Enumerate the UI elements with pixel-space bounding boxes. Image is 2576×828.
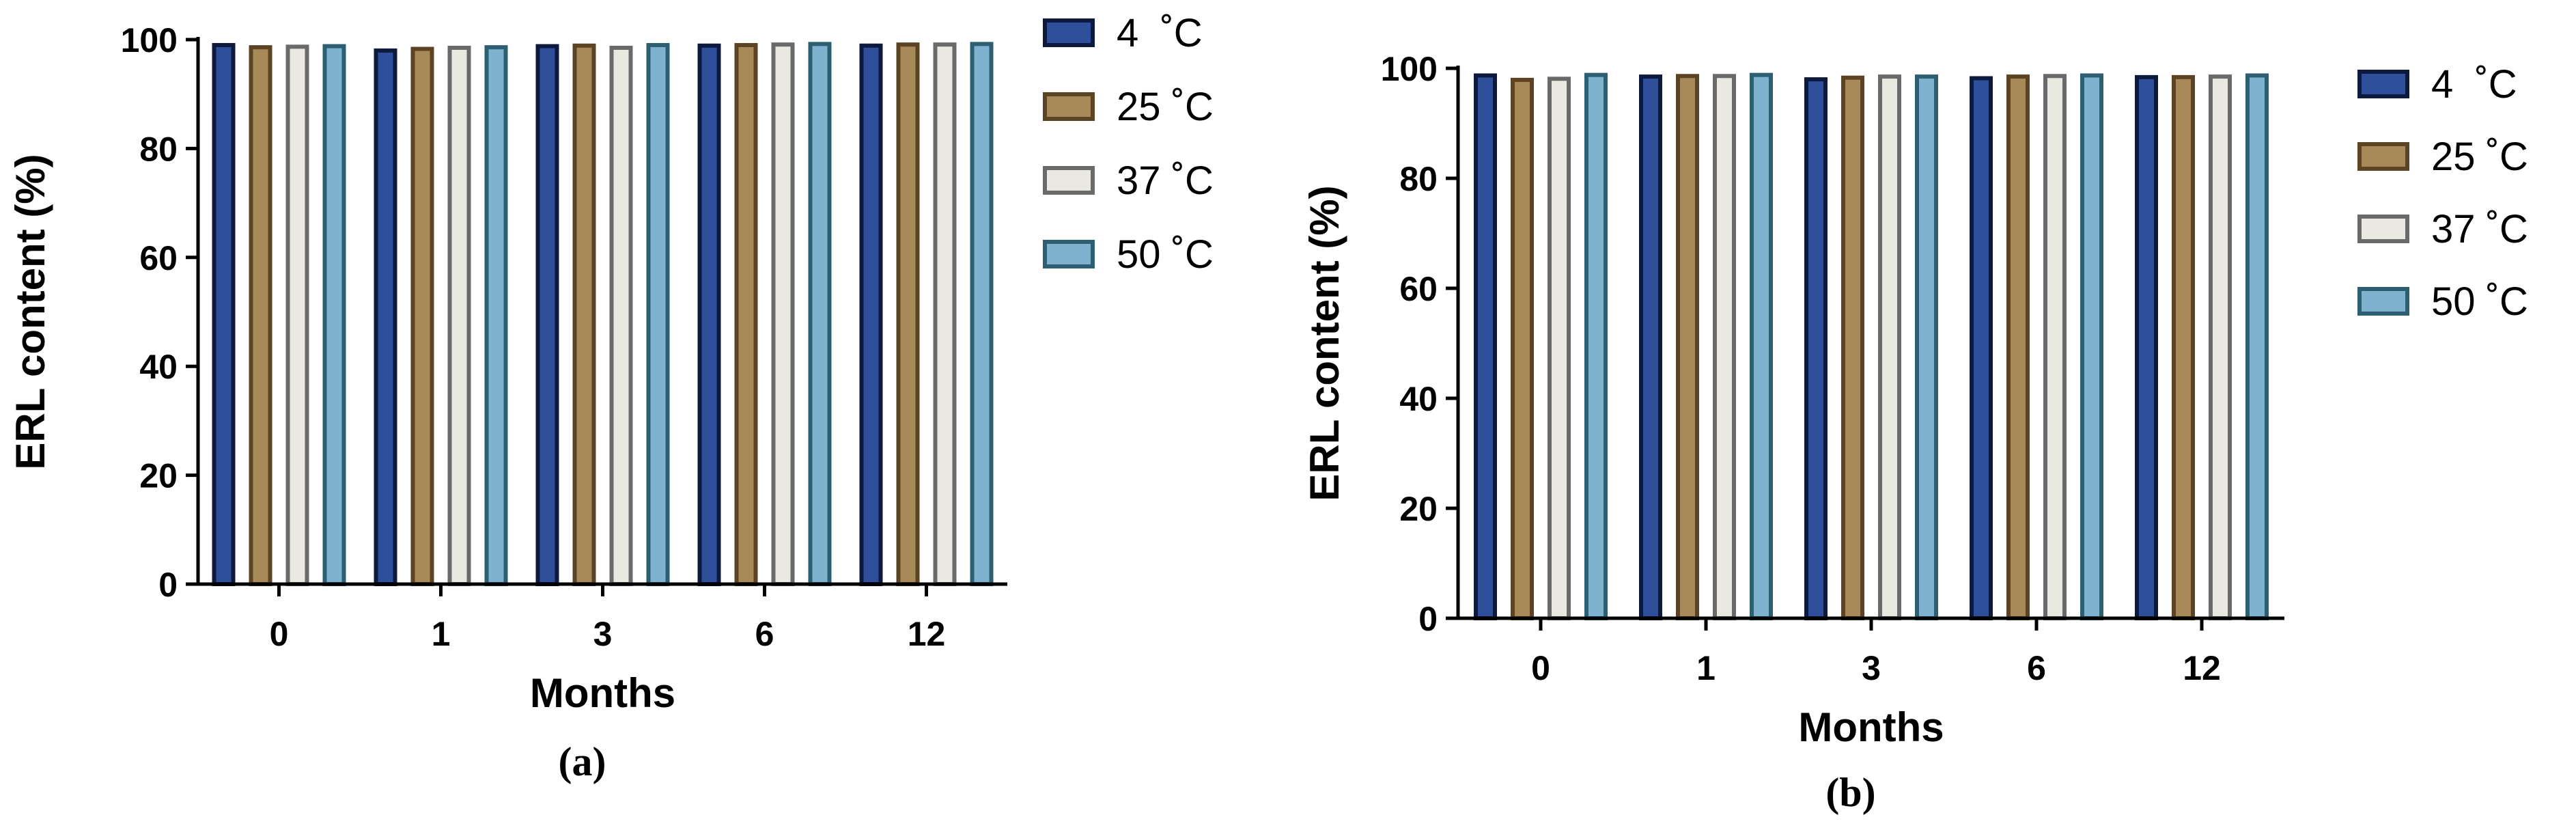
bar-6-series-1 — [734, 42, 758, 587]
legend-label: 25 ˚C — [2431, 135, 2528, 179]
y-axis-title: ERL content (%) — [8, 154, 53, 469]
panel-label: (b) — [1825, 770, 1875, 815]
bar-3-series-3 — [1915, 74, 1938, 620]
bar-1-series-2 — [447, 45, 471, 586]
x-tick-label: 12 — [2183, 649, 2221, 687]
legend-swatch — [2357, 142, 2409, 171]
y-tick-label: 60 — [139, 239, 178, 277]
bar-12-series-0 — [2135, 74, 2158, 620]
bar-6-series-3 — [2080, 73, 2103, 620]
bar-3-series-1 — [1841, 75, 1864, 620]
bar-12-series-1 — [896, 42, 920, 587]
bar-0-series-0 — [212, 42, 236, 587]
bar-0-series-1 — [249, 45, 272, 586]
legend-swatch — [1043, 18, 1095, 47]
legend-swatch — [1043, 240, 1095, 268]
bar-1-series-0 — [374, 48, 397, 586]
x-tick-label: 3 — [1862, 649, 1881, 687]
legend-swatch — [1043, 92, 1095, 121]
bar-0-series-3 — [1584, 72, 1608, 621]
y-tick-label: 40 — [139, 348, 178, 386]
legend-swatch — [2357, 70, 2409, 98]
bar-12-series-3 — [970, 42, 994, 587]
y-tick-label: 0 — [158, 566, 178, 604]
bar-3-series-1 — [572, 43, 596, 586]
y-tick-label: 20 — [1399, 490, 1438, 528]
x-tick-label: 1 — [432, 615, 451, 653]
x-tick-label: 12 — [908, 615, 946, 653]
x-tick-label: 1 — [1696, 649, 1716, 687]
y-tick-label: 100 — [121, 21, 178, 59]
y-tick-label: 20 — [139, 457, 178, 495]
panel-label: (a) — [559, 739, 606, 784]
bar-3-series-0 — [535, 44, 559, 586]
bar-6-series-0 — [1970, 76, 1993, 621]
legend-label: 4 ˚C — [1117, 11, 1203, 55]
legend-label: 50 ˚C — [2431, 279, 2528, 324]
bar-3-series-3 — [646, 42, 670, 587]
x-tick-label: 3 — [593, 615, 613, 653]
x-tick-label: 6 — [755, 615, 774, 653]
y-tick-label: 40 — [1399, 380, 1438, 418]
legend-label: 50 ˚C — [1117, 232, 1214, 277]
bar-0-series-3 — [322, 44, 346, 586]
legend-label: 37 ˚C — [2431, 207, 2528, 251]
bar-0-series-0 — [1474, 73, 1497, 620]
bar-12-series-3 — [2245, 73, 2269, 620]
bar-0-series-2 — [1548, 77, 1571, 621]
bar-1-series-3 — [1750, 72, 1773, 621]
panel-b: 0 20 40 60 80 100 0 1 3 6 12 Months ERL content (%) (… — [1302, 50, 2528, 815]
x-axis-title: Months — [530, 670, 675, 716]
y-tick-label: 80 — [139, 130, 178, 168]
y-tick-label: 60 — [1399, 270, 1438, 308]
bar-12-series-1 — [2172, 74, 2195, 620]
bar-6-series-0 — [697, 43, 721, 586]
bar-3-series-2 — [609, 45, 633, 586]
y-tick-label: 0 — [1418, 600, 1438, 638]
y-tick-label: 100 — [1381, 50, 1438, 88]
bar-1-series-0 — [1639, 74, 1662, 620]
bar-1-series-3 — [484, 45, 508, 586]
bar-12-series-2 — [933, 42, 957, 587]
bar-6-series-1 — [2006, 74, 2030, 620]
legend-swatch — [2357, 215, 2409, 243]
bar-3-series-0 — [1804, 77, 1828, 621]
y-axis-title: ERL content (%) — [1302, 185, 1347, 501]
bar-12-series-2 — [2209, 74, 2232, 620]
bar-1-series-1 — [410, 46, 434, 586]
bar-6-series-2 — [771, 42, 795, 587]
legend-label: 4 ˚C — [2431, 62, 2517, 107]
legend-label: 37 ˚C — [1117, 158, 1214, 203]
x-tick-label: 0 — [270, 615, 289, 653]
bar-6-series-2 — [2043, 74, 2067, 620]
bar-0-series-2 — [285, 44, 309, 586]
legend-label: 25 ˚C — [1117, 85, 1214, 129]
bar-12-series-0 — [859, 43, 883, 586]
x-tick-label: 6 — [2027, 649, 2046, 687]
legend-swatch — [2357, 287, 2409, 316]
bar-0-series-1 — [1511, 77, 1534, 620]
panel-a: 0 20 40 60 80 100 0 1 3 6 12 Months ERL content (%) (… — [8, 11, 1214, 784]
bar-3-series-2 — [1878, 74, 1901, 620]
x-tick-label: 0 — [1531, 649, 1550, 687]
legend-swatch — [1043, 166, 1095, 195]
bar-1-series-1 — [1676, 74, 1699, 620]
x-axis-title: Months — [1798, 704, 1944, 750]
bar-6-series-3 — [808, 42, 832, 587]
y-tick-label: 80 — [1399, 160, 1438, 198]
bar-1-series-2 — [1713, 74, 1736, 620]
